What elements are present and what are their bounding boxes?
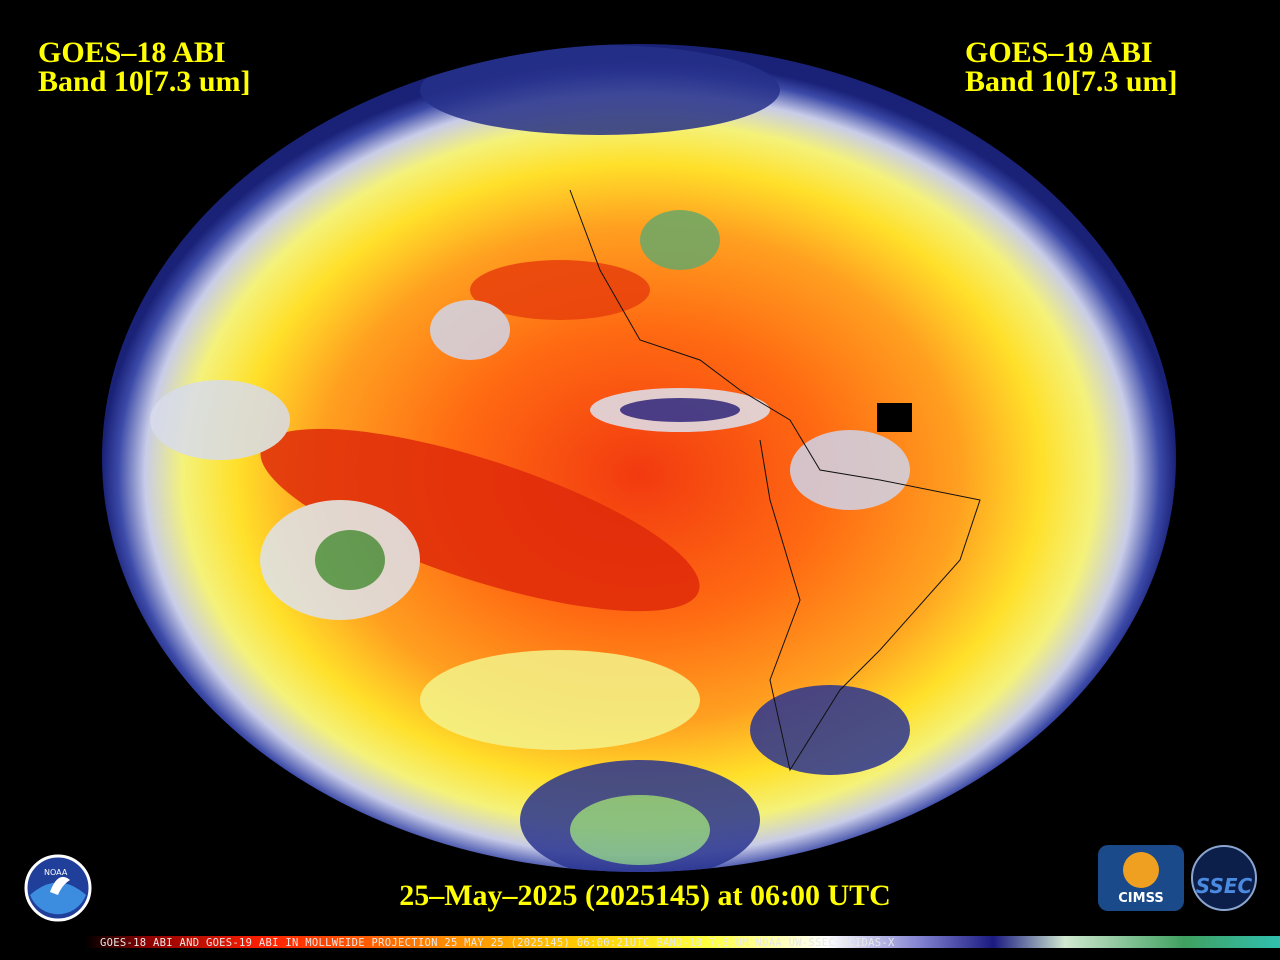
ssec-logo: SSEC [1191, 845, 1257, 911]
cimss-text: CIMSS [1118, 891, 1163, 906]
left-title: GOES–18 ABI [38, 36, 226, 69]
satellite-image [102, 44, 1176, 872]
noaa-logo: NOAA [24, 854, 92, 922]
footer-text: GOES-18 ABI AND GOES-19 ABI IN MOLLWEIDE… [100, 937, 895, 949]
color-bar [85, 936, 1280, 948]
noaa-text: NOAA [44, 868, 68, 877]
left-band: Band 10[7.3 um] [38, 65, 251, 98]
timestamp: 25–May–2025 (2025145) at 06:00 UTC [399, 879, 891, 912]
right-title: GOES–19 ABI [965, 36, 1153, 69]
ssec-text: SSEC [1196, 874, 1253, 898]
right-band: Band 10[7.3 um] [965, 65, 1178, 98]
cimss-logo: CIMSS [1098, 845, 1184, 911]
